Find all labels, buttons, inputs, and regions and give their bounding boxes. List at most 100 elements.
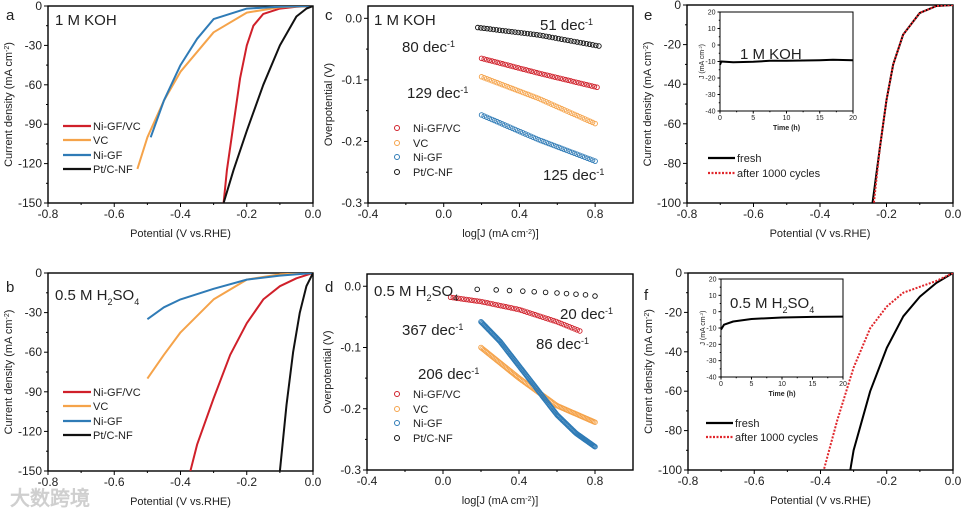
legend-label: Ni-GF/VC (413, 123, 461, 135)
tafel-slope-annotation-part: 20 dec (560, 306, 606, 323)
legend-marker (394, 420, 400, 426)
y-axis-label-part: -2 (4, 313, 11, 319)
data-point-ni-gf-vc (526, 310, 533, 316)
data-point-ni-gf-vc (495, 302, 501, 308)
x-tick-label: -0.4 (810, 207, 831, 221)
data-point-pt-c-nf (493, 287, 499, 293)
series-line-pt-c-nf (222, 6, 313, 203)
legend-marker (394, 169, 400, 175)
data-point-ni-gf-vc (528, 68, 535, 75)
data-point-ni-gf-vc (518, 65, 524, 72)
tafel-slope-annotation-part: 129 dec (407, 85, 461, 102)
data-point-vc (587, 118, 593, 125)
data-point-ni-gf (564, 147, 570, 154)
legend-label: after 1000 cycles (737, 168, 821, 180)
inset-background (721, 279, 843, 377)
data-point-pt-c-nf (475, 24, 481, 31)
electrolyte-label-part: 4 (453, 293, 458, 303)
tafel-slope-annotation-part: -1 (596, 167, 604, 177)
plot-frame (686, 4, 954, 204)
data-point-ni-gf-vc (503, 304, 509, 310)
data-point-ni-gf (530, 134, 536, 141)
panel-e: e-0.8 -0.6 -0.4 -0.2 0.00-20-40-60-80-100Pot… (642, 0, 962, 240)
y-axis-label-part: -2 (644, 313, 651, 319)
data-point-ni-gf-vc (531, 69, 537, 75)
y-tick-label: -40 (664, 77, 682, 91)
series-line-ni-gf-vc (189, 273, 313, 471)
y-tick-label: -0.2 (341, 134, 362, 148)
legend-item: Pt/C-NF (394, 167, 453, 179)
y-tick-label: -90 (25, 385, 43, 399)
data-point-ni-gf (522, 131, 529, 137)
x-tick-label: -0.4 (170, 207, 191, 221)
data-point-vc (530, 93, 536, 100)
legend-item: Ni-GF/VC (63, 387, 141, 399)
data-point-ni-gf-vc (563, 322, 570, 329)
panel-d: d -0.4 0.0 0.4 0.8 0.0 -0.1 -0.2 -0.3 log[J (mA c… (322, 273, 634, 507)
series-line-stability (720, 315, 844, 331)
data-point-ni-gf-vc (453, 295, 459, 301)
y-tick-label: -30 (706, 358, 716, 365)
data-point-pt-c-nf (506, 28, 512, 35)
y-tick-label: -120 (18, 424, 42, 438)
data-point-pt-c-nf (542, 289, 549, 296)
series-line-fresh (849, 273, 953, 470)
data-point-ni-gf-vc (489, 58, 495, 64)
data-point-pt-c-nf (502, 28, 509, 34)
data-point-vc (514, 87, 521, 94)
y-axis-label: J (mA cm-2) (698, 44, 707, 79)
legend-label: Pt/C-NF (413, 433, 453, 445)
tafel-slope-annotation: 20 dec-1 (560, 306, 613, 323)
y-tick-label: -0.2 (340, 402, 361, 416)
y-axis-label: Current density (mA cm-2) (3, 42, 15, 167)
x-axis-label: Potential (V vs.RHE) (130, 228, 231, 240)
data-point-pt-c-nf (573, 291, 579, 297)
inset-electrolyte-label-part: 2 (783, 305, 788, 315)
tafel-slope-annotation: 367 dec-1 (402, 322, 463, 339)
x-tick-label: -0.8 (678, 474, 699, 488)
y-tick-label: -0.3 (341, 196, 362, 210)
y-tick-label: 0 (35, 0, 42, 13)
data-point-ni-gf-vc (586, 82, 592, 89)
data-point-pt-c-nf (537, 32, 543, 38)
data-point-ni-gf-vc (541, 71, 548, 78)
data-point-ni-gf-vc (511, 305, 517, 312)
data-point-vc (486, 76, 493, 83)
y-tick-label: -10 (706, 326, 716, 333)
electrolyte-label-part: 0.5 M H (55, 287, 108, 304)
data-point-pt-c-nf (565, 37, 571, 44)
y-axis-label-part: -2 (699, 312, 704, 316)
data-point-ni-gf-vc (507, 63, 514, 69)
data-point-ni-gf-vc (500, 303, 507, 309)
y-tick-label: 0.0 (345, 11, 362, 25)
legend-label: Ni-GF (93, 150, 123, 162)
x-tick-label: 15 (809, 381, 817, 388)
data-point-ni-gf-vc (481, 56, 487, 62)
data-point-vc (569, 110, 575, 117)
data-point-pt-c-nf (531, 289, 537, 295)
y-tick-label: -10 (705, 59, 715, 66)
x-axis-label-part: -2 (525, 496, 531, 503)
series-line-stability (719, 58, 854, 66)
x-tick-label: 10 (783, 115, 791, 122)
data-point-ni-gf-vc (557, 75, 564, 82)
data-point-ni-gf-vc (479, 299, 485, 305)
data-point-pt-c-nf (562, 37, 568, 43)
data-point-ni-gf-vc (553, 318, 559, 325)
data-point-ni-gf (507, 124, 513, 131)
data-point-ni-gf (504, 123, 511, 129)
data-point-ni-gf-vc (540, 314, 546, 320)
data-point-vc (545, 100, 552, 106)
y-axis-label-part: J (mA cm (699, 50, 706, 79)
data-point-pt-c-nf (474, 286, 480, 293)
inset-electrolyte-label-part: SO (788, 295, 810, 312)
data-point-ni-gf-vc (468, 297, 475, 304)
data-point-ni-gf-vc (486, 57, 493, 64)
x-axis-label-part: log[J (mA cm (462, 495, 526, 507)
plot-frame (47, 5, 314, 204)
data-point-vc (489, 77, 495, 84)
x-tick-label: 0.0 (945, 207, 962, 221)
data-point-ni-gf-vc (560, 76, 566, 82)
data-point-ni-gf (483, 114, 490, 120)
